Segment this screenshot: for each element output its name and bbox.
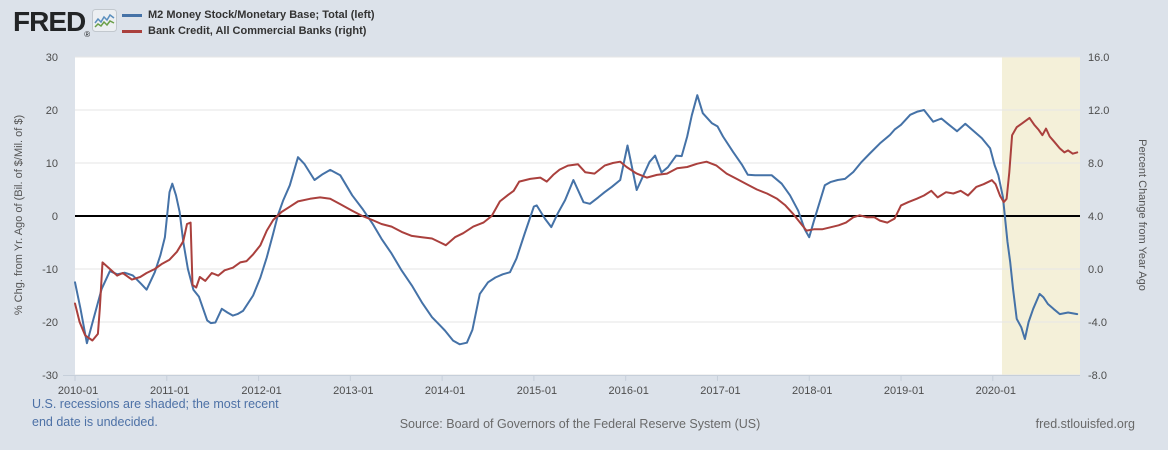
legend: M2 Money Stock/Monetary Base; Total (lef… xyxy=(122,7,375,39)
x-axis-tick-label: 2012-01 xyxy=(241,385,281,397)
fred-logo: FRED® xyxy=(13,6,90,39)
legend-item-m2-mb: M2 Money Stock/Monetary Base; Total (lef… xyxy=(122,7,375,23)
right-axis-tick-label: 4.0 xyxy=(1088,211,1103,223)
right-axis-tick-label: 0.0 xyxy=(1088,264,1103,276)
x-axis-tick-label: 2014-01 xyxy=(425,385,465,397)
x-axis-tick-label: 2017-01 xyxy=(700,385,740,397)
fred-logo-text: FRED xyxy=(13,6,86,37)
left-axis-tick-label: -20 xyxy=(42,317,58,329)
recession-note-line1: U.S. recessions are shaded; the most rec… xyxy=(32,397,279,411)
right-axis-tick-label: -8.0 xyxy=(1088,370,1107,382)
x-axis-tick-label: 2016-01 xyxy=(608,385,648,397)
left-axis-tick-label: 0 xyxy=(52,211,58,223)
right-axis-tick-label: 12.0 xyxy=(1088,105,1109,117)
left-axis-tick-label: 30 xyxy=(46,52,58,64)
left-axis-tick-label: -10 xyxy=(42,264,58,276)
x-axis-tick-label: 2013-01 xyxy=(333,385,373,397)
x-axis-tick-label: 2019-01 xyxy=(884,385,924,397)
x-axis-tick-label: 2010-01 xyxy=(58,385,98,397)
x-axis-tick-label: 2015-01 xyxy=(517,385,557,397)
source-attribution: Source: Board of Governors of the Federa… xyxy=(399,417,761,431)
m2-monetary-base-series-line xyxy=(74,94,1079,346)
legend-swatch-red xyxy=(122,29,142,33)
x-axis-tick-label: 2018-01 xyxy=(792,385,832,397)
legend-item-bank-credit: Bank Credit, All Commercial Banks (right… xyxy=(122,23,375,39)
x-axis-tick-label: 2011-01 xyxy=(150,385,190,397)
right-axis-tick-label: 8.0 xyxy=(1088,158,1103,170)
left-axis-title: % Chg. from Yr. Ago of (Bil. of $/Mil. o… xyxy=(13,114,25,316)
legend-swatch-blue xyxy=(122,13,142,17)
site-link-text: fred.stlouisfed.org xyxy=(1035,417,1135,431)
legend-label-m2-mb: M2 Money Stock/Monetary Base; Total (lef… xyxy=(148,9,375,21)
right-axis-title: Percent Change from Year Ago xyxy=(1136,139,1148,291)
left-axis-tick-label: 10 xyxy=(46,158,58,170)
recession-note: U.S. recessions are shaded; the most rec… xyxy=(32,395,279,431)
legend-label-bank-credit: Bank Credit, All Commercial Banks (right… xyxy=(148,25,367,37)
right-axis-tick-label: 16.0 xyxy=(1088,52,1109,64)
fred-sparkline-icon xyxy=(92,9,117,32)
left-axis-tick-label: -30 xyxy=(42,370,58,382)
x-axis-tick-label: 2020-01 xyxy=(976,385,1016,397)
right-axis-tick-label: -4.0 xyxy=(1088,317,1107,329)
left-axis-tick-label: 20 xyxy=(46,105,58,117)
registered-trademark-symbol: ® xyxy=(84,30,90,39)
recession-note-line2: end date is undecided. xyxy=(32,415,158,429)
bank-credit-series-line xyxy=(74,116,1079,342)
